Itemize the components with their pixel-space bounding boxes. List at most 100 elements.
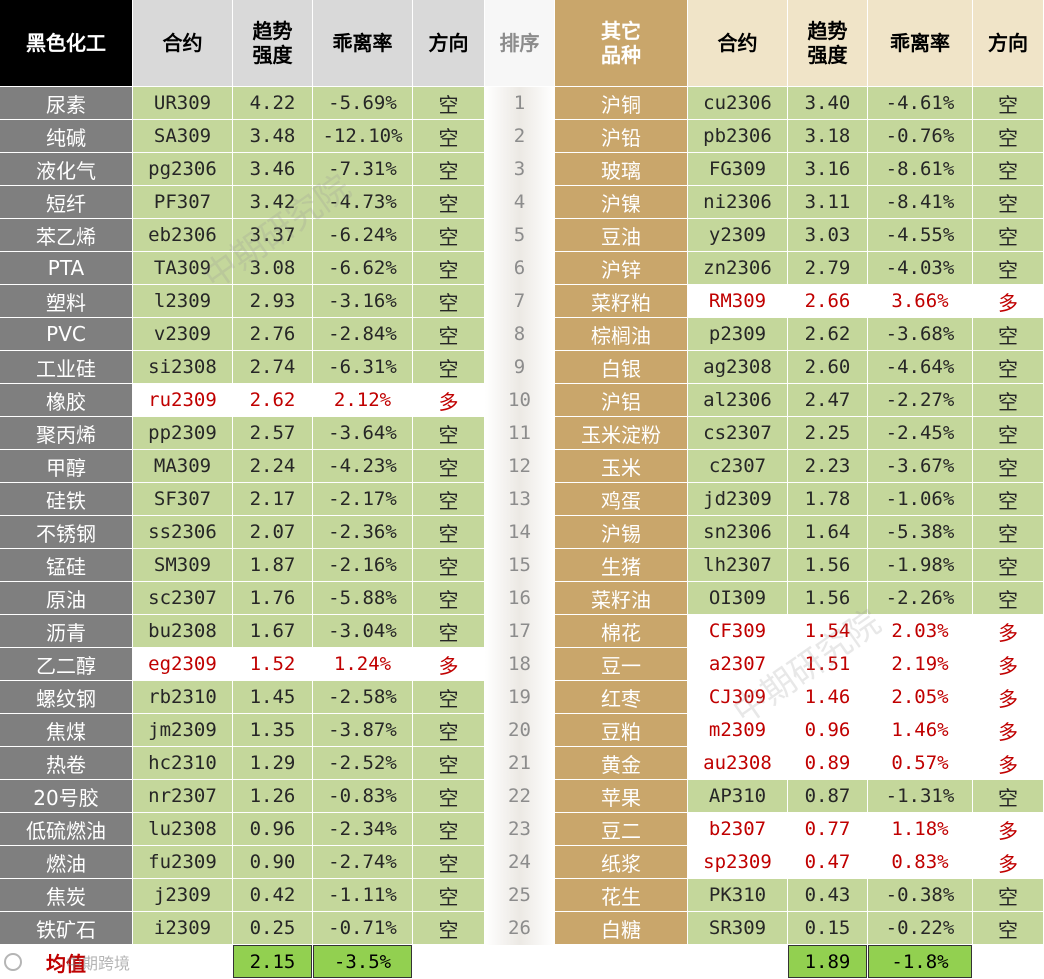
right-contract-code: m2309 bbox=[688, 714, 787, 746]
left-trend-strength: 1.52 bbox=[233, 648, 312, 680]
left-trend-strength: 2.76 bbox=[233, 318, 312, 350]
right-variety-name: 花生 bbox=[555, 879, 687, 911]
rank-number: 17 bbox=[508, 620, 531, 642]
right-deviation-rate: -2.27% bbox=[868, 384, 972, 416]
average-label: 均值 bbox=[0, 945, 132, 979]
right-trend-strength: 1.56 bbox=[788, 582, 867, 614]
right-trend-strength: 2.66 bbox=[788, 285, 867, 317]
left-variety-name: PTA bbox=[0, 252, 132, 284]
left-deviation-rate: -12.10% bbox=[313, 120, 412, 152]
right-contract-code: ag2308 bbox=[688, 351, 787, 383]
right-contract-code: cu2306 bbox=[688, 87, 787, 119]
right-variety-name: 沪锌 bbox=[555, 252, 687, 284]
right-variety-name: 生猪 bbox=[555, 549, 687, 581]
left-trend-strength: 2.17 bbox=[233, 483, 312, 515]
left-variety-name: 焦炭 bbox=[0, 879, 132, 911]
left-deviation-average: -3.5% bbox=[313, 945, 412, 978]
left-deviation-rate: -7.31% bbox=[313, 153, 412, 185]
rank-number: 23 bbox=[508, 818, 531, 840]
right-deviation-rate: -4.64% bbox=[868, 351, 972, 383]
left-contract-code: jm2309 bbox=[133, 714, 232, 746]
right-deviation-rate: 2.19% bbox=[868, 648, 972, 680]
right-contract-code: CJ309 bbox=[688, 681, 787, 713]
left-trend-strength: 1.87 bbox=[233, 549, 312, 581]
header-rank: 排序 bbox=[485, 0, 554, 86]
left-deviation-rate: -4.73% bbox=[313, 186, 412, 218]
left-direction: 多 bbox=[413, 648, 484, 680]
rank-number: 9 bbox=[513, 356, 526, 378]
left-direction: 空 bbox=[413, 186, 484, 218]
left-trend-strength: 2.93 bbox=[233, 285, 312, 317]
left-variety-name: 原油 bbox=[0, 582, 132, 614]
right-deviation-rate: 0.83% bbox=[868, 846, 972, 878]
right-variety-name: 豆粕 bbox=[555, 714, 687, 746]
rank-number: 4 bbox=[513, 191, 526, 213]
left-direction: 多 bbox=[413, 384, 484, 416]
right-variety-name: 沪锡 bbox=[555, 516, 687, 548]
left-deviation-rate: -4.23% bbox=[313, 450, 412, 482]
right-variety-name: 棉花 bbox=[555, 615, 687, 647]
right-contract-code: c2307 bbox=[688, 450, 787, 482]
left-deviation-rate: -5.88% bbox=[313, 582, 412, 614]
left-direction: 空 bbox=[413, 846, 484, 878]
right-deviation-rate: 1.18% bbox=[868, 813, 972, 845]
right-trend-strength: 3.11 bbox=[788, 186, 867, 218]
right-trend-strength: 0.96 bbox=[788, 714, 867, 746]
right-direction: 空 bbox=[973, 582, 1043, 614]
right-contract-code: p2309 bbox=[688, 318, 787, 350]
left-contract-code: TA309 bbox=[133, 252, 232, 284]
right-trend-strength: 2.25 bbox=[788, 417, 867, 449]
right-direction: 空 bbox=[973, 318, 1043, 350]
rank-number: 16 bbox=[508, 587, 531, 609]
logo-text: 中期跨境 bbox=[66, 954, 131, 973]
left-variety-name: 橡胶 bbox=[0, 384, 132, 416]
left-direction: 空 bbox=[413, 879, 484, 911]
left-deviation-rate: -2.52% bbox=[313, 747, 412, 779]
left-contract-code: ss2306 bbox=[133, 516, 232, 548]
right-contract-code: y2309 bbox=[688, 219, 787, 251]
right-variety-name: 白银 bbox=[555, 351, 687, 383]
right-deviation-rate: -1.31% bbox=[868, 780, 972, 812]
left-contract-code: lu2308 bbox=[133, 813, 232, 845]
left-contract-code: pp2309 bbox=[133, 417, 232, 449]
right-contract-code: pb2306 bbox=[688, 120, 787, 152]
left-deviation-rate: -2.36% bbox=[313, 516, 412, 548]
right-variety-name: 菜籽油 bbox=[555, 582, 687, 614]
right-deviation-rate: 2.05% bbox=[868, 681, 972, 713]
left-contract-code: pg2306 bbox=[133, 153, 232, 185]
right-direction: 空 bbox=[973, 87, 1043, 119]
left-variety-name: PVC bbox=[0, 318, 132, 350]
left-variety-name: 乙二醇 bbox=[0, 648, 132, 680]
left-direction: 空 bbox=[413, 450, 484, 482]
right-trend-strength: 0.43 bbox=[788, 879, 867, 911]
left-trend-strength: 1.76 bbox=[233, 582, 312, 614]
right-deviation-rate: -8.41% bbox=[868, 186, 972, 218]
right-deviation-average: -1.8% bbox=[868, 945, 972, 978]
left-direction: 空 bbox=[413, 219, 484, 251]
left-deviation-rate: -2.34% bbox=[313, 813, 412, 845]
left-contract-code: eg2309 bbox=[133, 648, 232, 680]
left-deviation-rate: -6.62% bbox=[313, 252, 412, 284]
right-trend-strength: 0.47 bbox=[788, 846, 867, 878]
left-variety-name: 塑料 bbox=[0, 285, 132, 317]
left-deviation-rate: -0.71% bbox=[313, 912, 412, 944]
logo-icon bbox=[4, 953, 22, 971]
right-contract-code: SR309 bbox=[688, 912, 787, 944]
left-trend-strength: 3.46 bbox=[233, 153, 312, 185]
right-deviation-rate: -2.26% bbox=[868, 582, 972, 614]
right-direction: 多 bbox=[973, 681, 1043, 713]
left-variety-name: 螺纹钢 bbox=[0, 681, 132, 713]
header-direction-right: 方向 bbox=[973, 0, 1043, 86]
right-trend-strength: 3.18 bbox=[788, 120, 867, 152]
right-deviation-rate: -3.67% bbox=[868, 450, 972, 482]
left-trend-strength: 2.57 bbox=[233, 417, 312, 449]
left-contract-code: eb2306 bbox=[133, 219, 232, 251]
left-variety-name: 硅铁 bbox=[0, 483, 132, 515]
left-deviation-rate: -2.84% bbox=[313, 318, 412, 350]
left-trend-strength: 4.22 bbox=[233, 87, 312, 119]
left-direction: 空 bbox=[413, 813, 484, 845]
right-deviation-rate: -4.03% bbox=[868, 252, 972, 284]
right-variety-name: 沪铅 bbox=[555, 120, 687, 152]
header-direction-left: 方向 bbox=[413, 0, 484, 86]
right-variety-name: 豆油 bbox=[555, 219, 687, 251]
